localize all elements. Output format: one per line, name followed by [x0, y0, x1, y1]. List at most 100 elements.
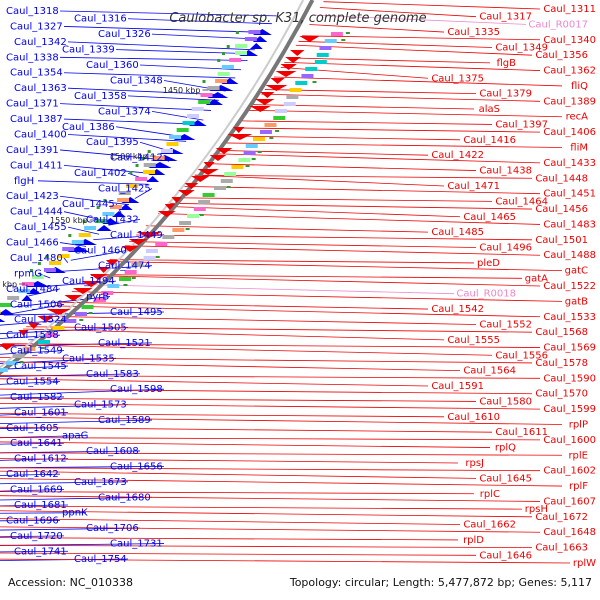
gene-label-right[interactable]: Caul_1590 [543, 373, 596, 384]
gene-label-left[interactable]: Caul_1445 [62, 199, 115, 210]
gene-label-left[interactable]: Caul_1583 [86, 369, 139, 380]
gene-label-left[interactable]: Caul_1506 [10, 299, 63, 310]
gene-label-left[interactable]: Caul_1680 [98, 492, 151, 503]
gene-label-left[interactable]: Caul_1480 [10, 253, 63, 264]
gene-label-left[interactable]: Caul_1342 [14, 37, 67, 48]
gene-label-right[interactable]: Caul_1483 [543, 219, 596, 230]
gene-label-left[interactable]: Caul_1339 [62, 45, 115, 56]
gene-label-right[interactable]: Caul_1356 [535, 50, 588, 61]
gene-label-right[interactable]: Caul_1555 [447, 335, 500, 346]
gene-label-right[interactable]: Caul_1362 [543, 66, 596, 77]
gene-label-right[interactable]: rplW [573, 558, 596, 569]
gene-label-left[interactable]: Caul_1387 [10, 114, 63, 125]
gene-label-right[interactable]: Caul_1662 [463, 520, 516, 531]
gene-label-right[interactable]: Caul_1379 [479, 89, 532, 100]
gene-label-right[interactable]: Caul_1340 [543, 35, 596, 46]
gene-label-right[interactable]: fliM [570, 143, 588, 154]
gene-label-left[interactable]: Caul_1669 [10, 485, 63, 496]
gene-label-right[interactable]: Caul_1610 [447, 412, 500, 423]
gene-label-right[interactable]: Caul_1564 [463, 366, 516, 377]
gene-label-left[interactable]: Caul_1741 [14, 546, 67, 557]
gene-label-right[interactable]: Caul_1552 [479, 319, 532, 330]
gene-label-left[interactable]: pyrB [86, 292, 109, 303]
gene-label-left[interactable]: Caul_1474 [98, 261, 151, 272]
gene-label-left[interactable]: Caul_1642 [6, 469, 59, 480]
gene-label-left[interactable]: Caul_1598 [110, 384, 163, 395]
gene-label-right[interactable]: Caul_1570 [535, 389, 588, 400]
gene-label-right[interactable]: fliQ [571, 81, 588, 92]
gene-label-right[interactable]: Caul_1602 [543, 466, 596, 477]
gene-label-left[interactable]: Caul_1641 [10, 438, 63, 449]
gene-label-left[interactable]: Caul_1354 [10, 68, 63, 79]
gene-label-right[interactable]: recA [566, 112, 589, 123]
gene-label-left[interactable]: Caul_1358 [74, 91, 127, 102]
gene-label-right[interactable]: Caul_R0018 [456, 289, 516, 300]
gene-label-left[interactable]: Caul_1521 [98, 338, 151, 349]
gene-label-left[interactable]: Caul_1573 [74, 400, 127, 411]
left-gene-labels[interactable]: Caul_1318 Caul_1316 Caul_1327 Caul_1326 Caul… [6, 6, 163, 565]
gene-label-left[interactable]: Caul_1348 [110, 75, 163, 86]
gene-label-left[interactable]: Caul_1731 [110, 539, 163, 550]
gene-label-left[interactable]: Caul_1402 [74, 168, 127, 179]
gene-label-right[interactable]: Caul_1533 [543, 312, 596, 323]
gene-label-left[interactable]: Caul_1484 [6, 284, 59, 295]
gene-label-right[interactable]: Caul_1663 [535, 543, 588, 554]
gene-label-right[interactable]: Caul_1349 [495, 42, 548, 53]
gene-label-left[interactable]: flgH [14, 176, 34, 187]
gene-label-left[interactable]: Caul_1538 [6, 330, 59, 341]
gene-label-left[interactable]: Caul_1545 [14, 361, 67, 372]
gene-label-right[interactable]: Caul_1406 [543, 127, 596, 138]
gene-label-left[interactable]: Caul_1423 [6, 191, 59, 202]
gene-label-left[interactable]: Caul_1608 [86, 446, 139, 457]
gene-label-right[interactable]: Caul_1599 [543, 404, 596, 415]
gene-label-right[interactable]: Caul_1600 [543, 435, 596, 446]
gene-label-left[interactable]: Caul_1412 [110, 153, 163, 164]
gene-label-right[interactable]: Caul_1317 [479, 12, 532, 23]
gene-label-left[interactable]: Caul_1582 [10, 392, 63, 403]
gene-label-right[interactable]: Caul_1580 [479, 396, 532, 407]
gene-label-right[interactable]: rplF [569, 481, 588, 492]
gene-label-left[interactable]: Caul_1318 [6, 6, 59, 17]
gene-label-right[interactable]: rplE [568, 450, 588, 461]
gene-label-right[interactable]: Caul_1464 [495, 196, 548, 207]
gene-label-right[interactable]: Caul_1422 [431, 150, 484, 161]
gene-label-left[interactable]: Caul_1449 [110, 230, 163, 241]
gene-label-right[interactable]: rplP [569, 420, 588, 431]
gene-label-left[interactable]: Caul_1681 [14, 500, 67, 511]
gene-label-right[interactable]: Caul_1335 [447, 27, 500, 38]
gene-label-left[interactable]: Caul_1371 [6, 99, 59, 110]
gene-label-right[interactable]: Caul_1607 [543, 496, 596, 507]
gene-label-left[interactable]: Caul_1391 [6, 145, 59, 156]
gene-label-right[interactable]: Caul_R0017 [528, 19, 588, 30]
gene-label-left[interactable]: Caul_1696 [6, 515, 59, 526]
gene-label-right[interactable]: Caul_1389 [543, 96, 596, 107]
gene-label-left[interactable]: Caul_1363 [14, 83, 67, 94]
gene-label-left[interactable]: Caul_1338 [6, 52, 59, 63]
gene-label-left[interactable]: Caul_1411 [10, 160, 63, 171]
gene-label-left[interactable]: Caul_1605 [6, 423, 59, 434]
gene-label-right[interactable]: pleD [477, 258, 500, 269]
gene-label-left[interactable]: Caul_1425 [98, 184, 151, 195]
gene-label-right[interactable]: gatB [565, 296, 588, 307]
gene-label-left[interactable]: Caul_1326 [98, 29, 151, 40]
gene-label-right[interactable]: rplD [463, 535, 484, 546]
gene-label-left[interactable]: Caul_1466 [6, 238, 59, 249]
gene-label-left[interactable]: Caul_1455 [14, 222, 67, 233]
gene-label-right[interactable]: Caul_1488 [543, 250, 596, 261]
gene-label-left[interactable]: Caul_1494 [62, 276, 115, 287]
gene-label-right[interactable]: rpsJ [465, 458, 484, 469]
gene-label-right[interactable]: Caul_1578 [535, 358, 588, 369]
gene-label-right[interactable]: Caul_1471 [447, 181, 500, 192]
gene-label-right[interactable]: Caul_1568 [535, 327, 588, 338]
gene-label-left[interactable]: Caul_1673 [74, 477, 127, 488]
gene-label-right[interactable]: Caul_1397 [495, 119, 548, 130]
gene-label-left[interactable]: Caul_1444 [10, 207, 63, 218]
gene-label-left[interactable]: Caul_1400 [14, 129, 67, 140]
gene-label-left[interactable]: Caul_1386 [62, 122, 115, 133]
gene-label-right[interactable]: Caul_1648 [543, 527, 596, 538]
gene-label-left[interactable]: Caul_1612 [14, 454, 67, 465]
gene-label-left[interactable]: Caul_1524 [14, 315, 67, 326]
gene-label-right[interactable]: Caul_1646 [479, 550, 532, 561]
gene-label-left[interactable]: Caul_1535 [62, 353, 115, 364]
gene-label-left[interactable]: Caul_1360 [86, 60, 139, 71]
